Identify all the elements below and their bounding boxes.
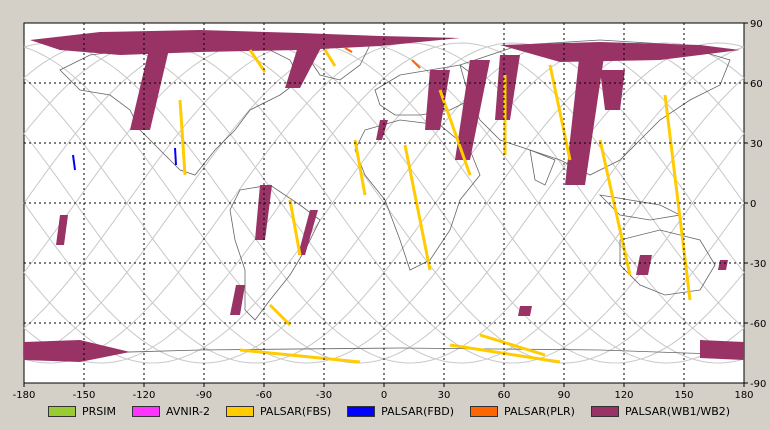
legend-swatch-plr (470, 405, 499, 417)
y-tick-label: -30 (750, 259, 766, 270)
x-tick-label: 120 (614, 390, 633, 401)
legend-item-plr: PALSAR(PLR) (470, 405, 575, 418)
x-tick-label: -90 (196, 390, 212, 401)
swaths-wb1-wb2 (24, 30, 744, 362)
legend-item-prsim: PRSIM (48, 405, 116, 418)
x-tick-label: 180 (734, 390, 753, 401)
legend-swatch-avnir2 (132, 405, 160, 417)
y-tick-label: 0 (750, 199, 756, 210)
y-tick-label: 90 (750, 19, 763, 30)
legend-label: PALSAR(PLR) (504, 404, 575, 418)
legend-label: PALSAR(WB1/WB2) (624, 404, 731, 418)
legend: PRSIM AVNIR-2 PALSAR(FBS) PALSAR(FBD) PA… (48, 403, 748, 419)
legend-item-wb1-wb2: PALSAR(WB1/WB2) (590, 404, 731, 418)
x-tick-label: 0 (381, 390, 387, 401)
swaths-fbd (72, 147, 177, 171)
legend-swatch-wb1-wb2 (590, 405, 619, 417)
legend-label: PRSIM (82, 404, 116, 418)
legend-item-avnir2: AVNIR-2 (132, 405, 210, 418)
x-tick-label: 30 (438, 390, 451, 401)
x-tick-label: -30 (316, 390, 332, 401)
legend-label: AVNIR-2 (166, 404, 210, 418)
orbit-track (23, 42, 745, 364)
swaths-plr (344, 47, 421, 69)
legend-swatch-fbd (347, 405, 376, 417)
x-tick-label: 90 (558, 390, 571, 401)
legend-item-fbd: PALSAR(FBD) (347, 405, 454, 418)
legend-swatch-fbs (225, 405, 254, 417)
x-tick-label: -180 (13, 390, 36, 401)
y-axis-ticks: 90 60 30 0 -30 -60 -90 (744, 19, 766, 390)
legend-label: PALSAR(FBD) (381, 404, 455, 418)
y-tick-label: -60 (750, 319, 766, 330)
x-axis-ticks: -180 -150 -120 -90 -60 -30 0 30 60 90 120 150 180 (13, 383, 754, 401)
x-tick-label: -120 (133, 390, 156, 401)
swaths-fbs (178, 49, 692, 364)
legend-swatch-prsim (48, 405, 76, 417)
x-tick-label: 60 (498, 390, 511, 401)
x-tick-label: -150 (73, 390, 96, 401)
y-tick-label: 60 (750, 79, 763, 90)
y-tick-label: 30 (750, 139, 763, 150)
map-grid (24, 23, 744, 383)
x-tick-label: -60 (256, 390, 272, 401)
y-tick-label: -90 (750, 379, 766, 390)
legend-item-fbs: PALSAR(FBS) (225, 404, 332, 418)
legend-label: PALSAR(FBS) (259, 404, 332, 418)
x-tick-label: 150 (674, 390, 693, 401)
